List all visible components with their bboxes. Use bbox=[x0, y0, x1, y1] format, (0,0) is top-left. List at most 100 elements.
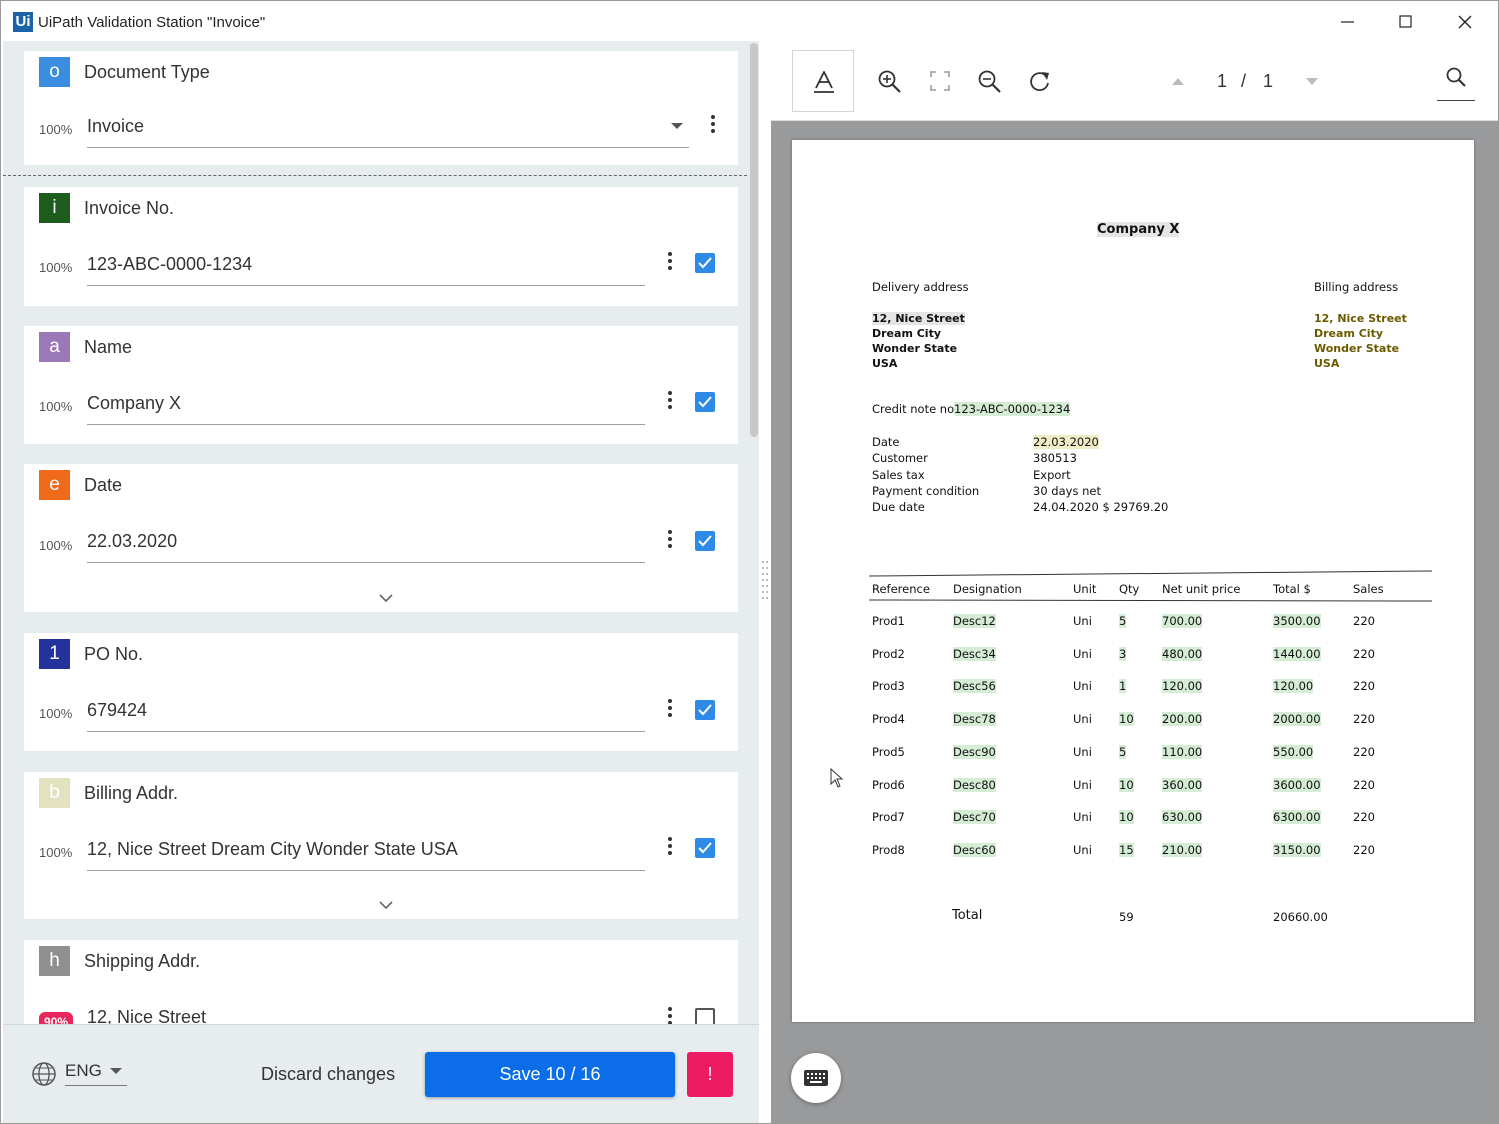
confirm-checkbox[interactable] bbox=[695, 700, 715, 720]
table-cell: 3600.00 bbox=[1273, 777, 1321, 792]
table-cell: 220 bbox=[1353, 842, 1375, 857]
doc-total-qty: 59 bbox=[1119, 910, 1134, 924]
field-card-shipping-addr: h Shipping Addr. 90% 12, Nice Street bbox=[24, 940, 738, 1024]
search-icon[interactable] bbox=[1446, 67, 1466, 87]
table-cell: Prod7 bbox=[872, 810, 905, 825]
table-cell: 550.00 bbox=[1273, 744, 1314, 759]
table-cell: 360.00 bbox=[1162, 777, 1203, 792]
confirm-checkbox[interactable] bbox=[695, 1008, 715, 1024]
panel-splitter[interactable] bbox=[759, 41, 771, 1123]
doc-total-label: Total bbox=[952, 908, 983, 923]
expand-chevron-icon[interactable] bbox=[379, 900, 393, 910]
expand-chevron-icon[interactable] bbox=[379, 593, 393, 603]
field-card-document-type: o Document Type 100% Invoice bbox=[24, 51, 738, 165]
shipping-addr-input[interactable]: 12, Nice Street bbox=[87, 1007, 645, 1024]
globe-icon bbox=[32, 1062, 56, 1086]
more-options-icon[interactable] bbox=[665, 837, 675, 859]
table-cell: Prod3 bbox=[872, 679, 905, 694]
confirm-checkbox[interactable] bbox=[695, 253, 715, 273]
field-badge: o bbox=[39, 57, 70, 87]
field-card-date: e Date 100% 22.03.2020 bbox=[24, 464, 738, 612]
minimize-button[interactable] bbox=[1325, 7, 1371, 37]
save-button[interactable]: Save 10 / 16 bbox=[425, 1052, 675, 1097]
table-cell: 1 bbox=[1119, 679, 1127, 694]
doc-billing-label: Billing address bbox=[1314, 280, 1399, 294]
uipath-logo: Ui bbox=[13, 12, 33, 32]
invoice-no-input[interactable]: 123-ABC-0000-1234 bbox=[87, 254, 645, 286]
action-bar: ENG Discard changes Save 10 / 16 ! bbox=[3, 1024, 759, 1123]
table-cell: 110.00 bbox=[1162, 744, 1203, 759]
table-cell: 1440.00 bbox=[1273, 646, 1321, 661]
zoom-out-button[interactable] bbox=[958, 50, 1020, 112]
text-select-tool[interactable] bbox=[792, 50, 854, 112]
table-cell: Uni bbox=[1073, 679, 1092, 694]
language-select[interactable]: ENG bbox=[65, 1061, 102, 1080]
field-name: Invoice No. bbox=[84, 198, 175, 218]
doc-info-label: Customer bbox=[872, 451, 928, 465]
confirm-checkbox[interactable] bbox=[695, 392, 715, 412]
table-cell: Desc60 bbox=[953, 842, 996, 857]
confirm-checkbox[interactable] bbox=[695, 531, 715, 551]
confidence-label: 100% bbox=[39, 845, 73, 860]
maximize-button[interactable] bbox=[1383, 7, 1429, 37]
table-cell: 220 bbox=[1353, 712, 1375, 727]
zoom-in-button[interactable] bbox=[858, 50, 920, 112]
discard-changes-button[interactable]: Discard changes bbox=[261, 1064, 396, 1084]
more-options-icon[interactable] bbox=[665, 530, 675, 552]
field-name: Document Type bbox=[84, 62, 210, 82]
doc-credit-number: 123-ABC-0000-1234 bbox=[954, 402, 1071, 416]
table-cell: Uni bbox=[1073, 614, 1092, 628]
previous-page-icon[interactable] bbox=[1172, 78, 1184, 85]
field-card-invoice-no: i Invoice No. 100% 123-ABC-0000-1234 bbox=[24, 187, 738, 306]
total-pages: 1 bbox=[1263, 71, 1274, 91]
field-badge: h bbox=[39, 946, 70, 976]
scrollbar-thumb[interactable] bbox=[750, 43, 758, 437]
low-confidence-badge: 90% bbox=[39, 1012, 74, 1024]
keyboard-shortcuts-button[interactable] bbox=[791, 1053, 841, 1103]
page-separator: / bbox=[1241, 71, 1247, 91]
table-cell: 6300.00 bbox=[1273, 810, 1321, 825]
more-options-icon[interactable] bbox=[665, 699, 675, 721]
more-options-icon[interactable] bbox=[708, 115, 718, 137]
next-page-icon[interactable] bbox=[1306, 78, 1318, 85]
document-type-select[interactable]: Invoice bbox=[87, 116, 689, 148]
doc-company-name: Company X bbox=[1097, 222, 1180, 237]
doc-delivery-line: 12, Nice Street bbox=[872, 312, 965, 325]
doc-delivery-line: Dream City bbox=[872, 327, 942, 340]
doc-info-value: 24.04.2020 $ 29769.20 bbox=[1033, 500, 1169, 514]
more-options-icon[interactable] bbox=[665, 391, 675, 413]
confirm-checkbox[interactable] bbox=[695, 838, 715, 858]
date-input[interactable]: 22.03.2020 bbox=[87, 531, 645, 563]
rotate-icon bbox=[1030, 72, 1049, 92]
table-cell: 3150.00 bbox=[1273, 842, 1321, 857]
fit-page-button[interactable] bbox=[909, 50, 971, 112]
current-page[interactable]: 1 bbox=[1217, 71, 1228, 91]
more-options-icon[interactable] bbox=[665, 252, 675, 274]
table-cell: 3500.00 bbox=[1273, 614, 1321, 628]
po-no-input[interactable]: 679424 bbox=[87, 700, 645, 732]
rotate-button[interactable] bbox=[1008, 50, 1070, 112]
doc-billing-line: USA bbox=[1314, 357, 1340, 370]
table-cell: Desc12 bbox=[953, 614, 996, 628]
document-type-value: Invoice bbox=[87, 116, 145, 136]
mouse-cursor-icon bbox=[830, 768, 844, 788]
billing-addr-input[interactable]: 12, Nice Street Dream City Wonder State … bbox=[87, 839, 645, 871]
check-icon bbox=[698, 704, 712, 716]
table-cell: 10 bbox=[1119, 810, 1134, 825]
more-options-icon[interactable] bbox=[665, 1007, 675, 1024]
fit-page-icon bbox=[930, 71, 950, 91]
table-header-cell: Reference bbox=[872, 582, 930, 596]
text-select-icon bbox=[814, 71, 834, 93]
doc-billing-line: Dream City bbox=[1314, 327, 1384, 340]
title-bar: Ui UiPath Validation Station "Invoice" bbox=[1, 1, 1498, 41]
name-input[interactable]: Company X bbox=[87, 393, 645, 425]
table-cell: 220 bbox=[1353, 646, 1375, 661]
document-viewer: 1 / 1 Company X Delivery address Billing… bbox=[771, 41, 1498, 1123]
doc-info-value: Export bbox=[1033, 468, 1071, 482]
validation-alert-button[interactable]: ! bbox=[687, 1052, 733, 1097]
table-header-cell: Total $ bbox=[1273, 582, 1311, 596]
check-icon bbox=[698, 396, 712, 408]
close-button[interactable] bbox=[1442, 7, 1488, 37]
table-cell: Prod6 bbox=[872, 777, 905, 792]
